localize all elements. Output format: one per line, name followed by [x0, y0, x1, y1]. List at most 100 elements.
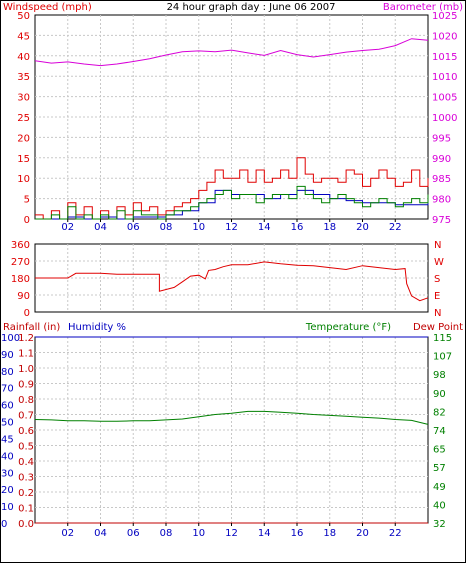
x-tick-label: 10: [192, 222, 205, 233]
temperature-tick-label: 90: [433, 389, 446, 400]
x-tick-label: 02: [61, 528, 74, 539]
rainfall-tick-label: 1.0: [18, 364, 34, 375]
humidity-tick-label: 10: [1, 502, 14, 513]
direction-tick-label: 0: [24, 308, 30, 319]
x-tick-label: 14: [258, 528, 271, 539]
temperature-axis-label: Temperature (°F): [305, 322, 391, 333]
humidity-axis-label: Humidity %: [68, 322, 126, 333]
windspeed-tick-label: 5: [24, 195, 30, 206]
x-tick-label: 14: [258, 222, 271, 233]
humidity-ticks: 0 10 20 30 40 45 50 60 70 80 90 100: [1, 333, 20, 530]
x-tick-label: 12: [225, 222, 238, 233]
x-tick-label: 18: [323, 222, 336, 233]
rainfall-tick-label: 0.2: [18, 488, 34, 499]
rainfall-tick-label: 0.7: [18, 411, 34, 422]
temp-hour-ticks: 02 04 06 08 10 12 14 16 18 20 22: [61, 523, 402, 539]
humidity-tick-label: 70: [1, 384, 14, 395]
windspeed-tick-label: 50: [17, 11, 30, 22]
wind-series: [34, 38, 429, 220]
humidity-tick-label: 0: [1, 519, 7, 530]
x-tick-label: 16: [291, 528, 304, 539]
barometer-tick-label: 1015: [432, 52, 457, 63]
x-tick-label: 12: [225, 528, 238, 539]
rainfall-tick-label: 0.9: [18, 380, 34, 391]
rainfall-tick-label: 0.1: [18, 504, 34, 515]
x-tick-label: 20: [356, 222, 369, 233]
temperature-tick-label: 40: [433, 500, 446, 511]
temperature-tick-label: 57: [433, 463, 446, 474]
rainfall-tick-label: 0.6: [18, 426, 34, 437]
barometer-tick-label: 1010: [432, 72, 457, 83]
temp-grid: [35, 337, 428, 523]
windspeed-axis-label: Windspeed (mph): [3, 2, 92, 13]
rain-humidity-temp-panel: 0.00.10.20.30.40.50.60.70.80.91.01.11.2 …: [1, 333, 452, 539]
rainfall-tick-label: 0.3: [18, 473, 34, 484]
x-tick-label: 22: [389, 528, 402, 539]
x-tick-label: 04: [94, 528, 107, 539]
rainfall-axis-label: Rainfall (in): [3, 322, 60, 333]
barometer-tick-label: 1025: [432, 11, 457, 22]
series-line-red: [35, 157, 429, 220]
compass-tick-label: E: [434, 291, 440, 302]
barometer-tick-label: 980: [432, 195, 451, 206]
x-tick-label: 02: [61, 222, 74, 233]
x-tick-label: 08: [160, 528, 173, 539]
series-line-green: [35, 185, 429, 220]
barometer-tick-label: 985: [432, 174, 451, 185]
humidity-tick-label: 100: [1, 333, 20, 344]
barometer-axis-label: Barometer (mb): [383, 2, 463, 13]
windspeed-tick-label: 20: [17, 133, 30, 144]
x-tick-label: 20: [356, 528, 369, 539]
temperature-tick-label: 107: [433, 352, 452, 363]
rainfall-tick-label: 0.0: [18, 519, 34, 530]
series-line-green: [34, 410, 429, 425]
windspeed-tick-label: 30: [17, 93, 30, 104]
x-tick-label: 10: [192, 528, 205, 539]
barometer-tick-label: 1005: [432, 93, 457, 104]
barometer-ticks: 975 980 985 990 995 1000 1005 1010 1015 1020 1025: [432, 11, 457, 226]
windspeed-tick-label: 40: [17, 52, 30, 63]
temperature-tick-label: 49: [433, 482, 446, 493]
rainfall-ticks: 0.0 0.1 0.2 0.3 0.4 0.5 0.6 0.7 0.8 0.9 1.0 1.1 1.2: [18, 333, 34, 530]
dewpoint-axis-label: Dew Point: [413, 322, 463, 333]
humidity-tick-label: 80: [1, 367, 14, 378]
compass-tick-label: N: [434, 240, 441, 251]
temperature-tick-label: 98: [433, 370, 446, 381]
chart-title: 24 hour graph day : June 06 2007: [167, 2, 336, 13]
humidity-tick-label: 90: [1, 350, 14, 361]
temperature-ticks: 32 40 49 57 65 74 82 90 98 107 115: [433, 333, 452, 530]
rainfall-tick-label: 0.8: [18, 395, 34, 406]
rainfall-tick-label: 0.4: [18, 457, 34, 468]
x-tick-label: 18: [323, 528, 336, 539]
rainfall-tick-label: 1.1: [18, 349, 34, 360]
compass-tick-label: N: [434, 308, 441, 319]
temperature-tick-label: 65: [433, 445, 446, 456]
x-tick-label: 04: [94, 222, 107, 233]
barometer-tick-label: 1020: [432, 31, 457, 42]
compass-tick-label: S: [434, 274, 440, 285]
windspeed-tick-label: 10: [17, 174, 30, 185]
windspeed-tick-label: 15: [17, 154, 30, 165]
humidity-tick-label: 30: [1, 468, 14, 479]
direction-grid: [35, 244, 428, 312]
humidity-tick-label: 20: [1, 485, 14, 496]
series-line-red: [35, 261, 429, 302]
direction-tick-label: 90: [17, 291, 30, 302]
direction-degree-ticks: 0 90 180 270 360: [11, 240, 30, 319]
humidity-tick-label: 50: [1, 418, 14, 429]
x-tick-label: 08: [160, 222, 173, 233]
x-tick-label: 16: [291, 222, 304, 233]
humidity-tick-label: 60: [1, 401, 14, 412]
x-tick-label: 22: [389, 222, 402, 233]
barometer-tick-label: 1000: [432, 113, 457, 124]
temperature-tick-label: 74: [433, 426, 446, 437]
humidity-tick-label: 40: [1, 451, 14, 462]
direction-tick-label: 180: [11, 274, 30, 285]
rainfall-tick-label: 0.5: [18, 442, 34, 453]
wind-grid: [35, 15, 428, 219]
